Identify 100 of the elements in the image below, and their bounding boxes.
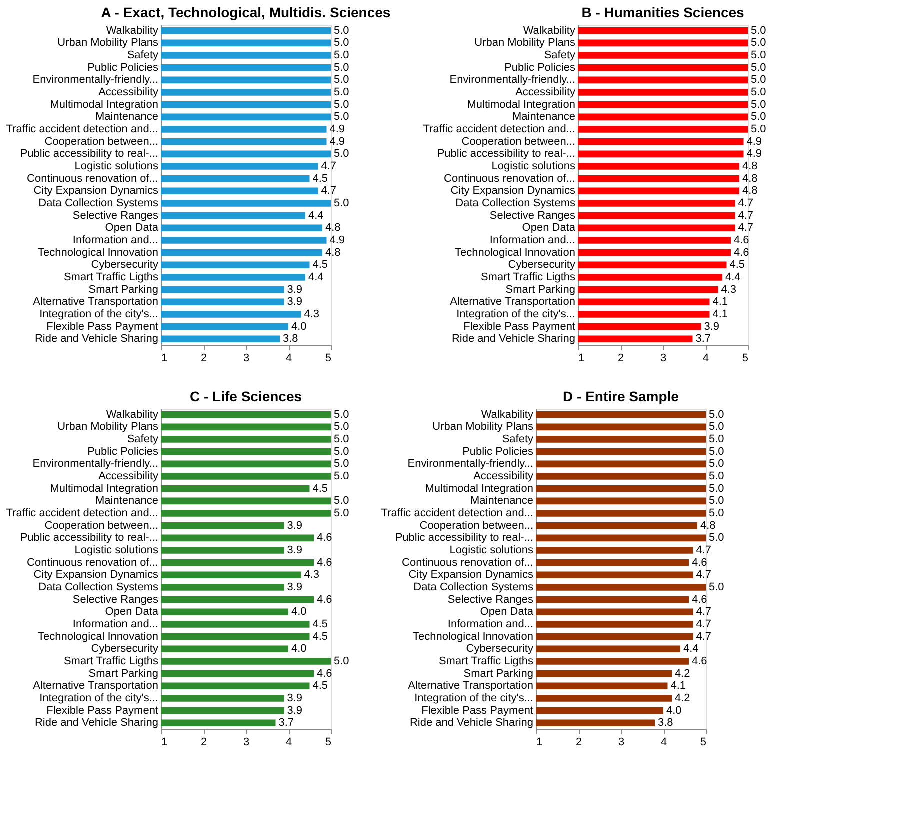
x-tick-label: 1 — [162, 352, 168, 364]
data-label: 5.0 — [334, 434, 350, 446]
x-tick-label: 3 — [243, 352, 250, 364]
y-tick-label: Integration of the city's... — [414, 692, 534, 704]
data-label: 5.0 — [709, 446, 724, 458]
data-label: 4.5 — [312, 618, 328, 630]
data-label: 4.7 — [696, 630, 712, 643]
y-tick-label: Cooperation between... — [420, 520, 534, 532]
data-label: 4.7 — [696, 544, 712, 557]
data-label: 4.8 — [742, 172, 758, 185]
y-tick-label: Safety — [127, 434, 159, 446]
y-tick-label: Selective Ranges — [490, 210, 576, 222]
data-label: 5.0 — [334, 50, 350, 62]
data-label: 5.0 — [709, 482, 724, 495]
y-tick-label: Public Policies — [462, 446, 534, 458]
data-label: 4.7 — [738, 197, 754, 210]
y-tick-label: Ride and Vehicle Sharing — [452, 333, 576, 346]
data-label: 5.0 — [334, 421, 350, 434]
y-tick-label: Traffic accident detection and... — [6, 124, 158, 136]
y-tick-label: Accessibility — [516, 86, 576, 99]
y-tick-label: Safety — [127, 50, 159, 62]
y-tick-label: City Expansion Dynamics — [408, 569, 534, 582]
data-label: 5.0 — [751, 62, 766, 74]
x-tick-label: 4 — [660, 736, 668, 748]
y-tick-label: Data Collection Systems — [414, 581, 534, 594]
y-tick-label: Continuous renovation of... — [444, 172, 576, 185]
y-tick-label: Technological Innovation — [413, 630, 534, 643]
y-tick-label: Environmentally-friendly... — [32, 74, 158, 86]
data-label: 5.0 — [751, 86, 766, 99]
data-label: 4.8 — [700, 520, 716, 532]
data-label: 4.7 — [696, 618, 712, 630]
y-tick-label: Urban Mobility Plans — [58, 421, 159, 434]
x-tick-label: 3 — [243, 736, 250, 748]
data-label: 5.0 — [334, 74, 350, 86]
data-label: 5.0 — [334, 24, 350, 37]
data-label: 5.0 — [334, 98, 350, 111]
x-tick-label: 2 — [618, 352, 624, 364]
data-label: 5.0 — [334, 655, 350, 668]
x-tick-label: 2 — [200, 736, 208, 748]
y-tick-label: Urban Mobility Plans — [474, 37, 576, 50]
y-tick-label: Safety — [544, 50, 576, 62]
y-tick-label: Continuous renovation of... — [402, 556, 534, 569]
x-tick-label: 4 — [702, 352, 710, 364]
y-tick-label: Maintenance — [512, 111, 576, 124]
y-tick-label: Continuous renovation of... — [27, 172, 158, 185]
y-tick-label: Integration of the city's... — [40, 308, 158, 320]
data-label: 4.9 — [330, 136, 346, 148]
data-label: 5.0 — [751, 124, 766, 136]
data-label: 5.0 — [334, 458, 350, 470]
data-label: 4.2 — [675, 668, 690, 680]
data-label: 5.0 — [709, 508, 724, 520]
data-label: 5.0 — [334, 508, 350, 520]
y-tick-label: Public Policies — [88, 446, 159, 458]
y-tick-label: Technological Innovation — [455, 246, 576, 259]
data-label: 5.0 — [709, 421, 724, 434]
y-tick-label: Walkability — [106, 24, 159, 37]
y-tick-label: Smart Parking — [88, 284, 158, 296]
data-label: 5.0 — [334, 37, 350, 50]
data-label: 3.9 — [287, 296, 303, 308]
data-label: 5.0 — [334, 470, 350, 483]
data-label: 4.4 — [684, 643, 699, 656]
y-tick-label: Logistic solutions — [492, 160, 576, 173]
data-label: 4.7 — [321, 160, 337, 173]
y-tick-label: Multimodal Integration — [50, 482, 158, 495]
data-label: 5.0 — [334, 408, 350, 421]
y-tick-label: Flexible Pass Payment — [46, 704, 158, 717]
data-label: 4.1 — [712, 308, 728, 320]
y-tick-label: Safety — [502, 434, 534, 446]
y-tick-label: Cybersecurity — [466, 643, 534, 656]
data-label: 3.8 — [283, 333, 298, 346]
x-tick-label: 5 — [700, 736, 706, 748]
data-label: 4.8 — [326, 222, 341, 234]
data-label: 5.0 — [334, 111, 350, 124]
data-label: 5.0 — [751, 24, 766, 37]
data-label: 3.9 — [287, 284, 303, 296]
data-label: 4.6 — [317, 556, 332, 569]
y-tick-label: Open Data — [105, 606, 160, 618]
data-label: 4.7 — [738, 222, 754, 234]
y-tick-label: Open Data — [480, 606, 534, 618]
y-tick-label: Traffic accident detection and... — [6, 508, 158, 520]
y-tick-label: Logistic solutions — [450, 544, 534, 557]
data-label: 4.4 — [308, 271, 324, 284]
data-label: 4.7 — [696, 569, 712, 582]
data-label: 4.5 — [312, 172, 328, 185]
x-tick-label: 4 — [286, 352, 292, 364]
x-tick-label: 2 — [200, 352, 208, 364]
chart-title: C - Life Sciences — [190, 388, 302, 404]
data-label: 4.5 — [312, 482, 328, 495]
y-tick-label: Environmentally-friendly... — [408, 458, 534, 470]
y-tick-label: Selective Ranges — [72, 594, 159, 606]
x-tick-label: 4 — [286, 736, 292, 748]
y-tick-label: Accessibility — [98, 470, 159, 483]
y-tick-label: Information and... — [72, 618, 158, 630]
data-label: 5.0 — [751, 37, 766, 50]
y-tick-label: City Expansion Dynamics — [34, 185, 159, 198]
data-label: 3.9 — [287, 692, 303, 704]
data-label: 3.9 — [287, 581, 303, 594]
y-tick-label: Maintenance — [96, 495, 158, 508]
data-label: 4.7 — [696, 606, 712, 618]
y-tick-label: Multimodal Integration — [467, 98, 576, 111]
